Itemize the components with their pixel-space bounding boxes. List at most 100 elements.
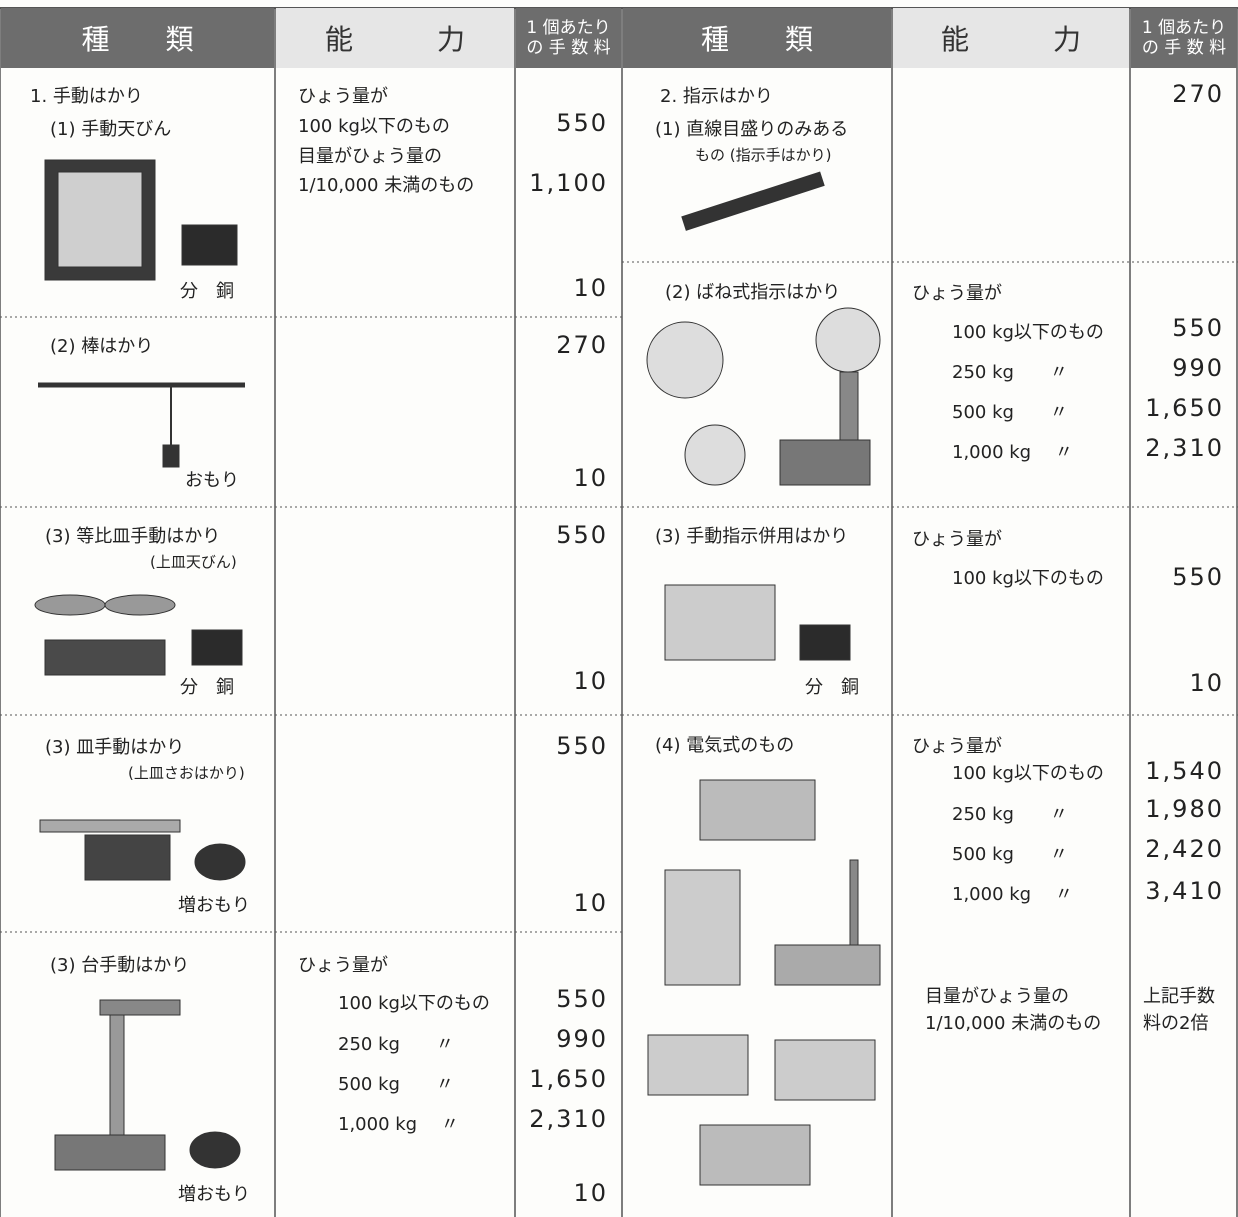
capacity-text: ひょう量が	[298, 86, 388, 107]
header-text: 1 個あたり	[1141, 18, 1227, 38]
digital-scale	[699, 779, 816, 841]
scale-name: (2) 棒はかり	[50, 336, 154, 357]
picture-label: 分 銅	[180, 677, 234, 698]
fee: 270	[556, 331, 608, 359]
capacity-text: 500 kg 〃	[952, 844, 1068, 865]
header-cell: 1 個あたりの 手 数 料	[516, 8, 621, 68]
platform-column	[109, 1014, 125, 1136]
digital-scale	[774, 1039, 876, 1101]
weight-box	[799, 624, 851, 661]
note-text: 1/10,000 未満のもの	[925, 1013, 1102, 1034]
platform	[779, 439, 871, 486]
fee: 10	[573, 274, 608, 302]
fee: 550	[556, 732, 608, 760]
platform	[774, 944, 881, 986]
fee: 1,100	[529, 169, 608, 197]
fee: 990	[1172, 354, 1224, 382]
fee: 1,980	[1145, 795, 1224, 823]
slot-weight	[189, 1131, 241, 1169]
column	[839, 371, 859, 443]
capacity-text: ひょう量が	[912, 529, 1002, 550]
fee: 550	[1172, 563, 1224, 591]
digital-scale	[699, 1124, 811, 1186]
beam	[39, 819, 181, 833]
column	[849, 859, 859, 951]
picture-label: 分 銅	[805, 677, 859, 698]
capacity-text: 500 kg 〃	[952, 402, 1068, 423]
picture-label: 分 銅	[180, 281, 234, 302]
scale-name: (3) 皿手動はかり	[45, 737, 185, 758]
scale-subname: (上皿天びん)	[150, 553, 237, 571]
note-fee: 料の2倍	[1143, 1013, 1209, 1034]
scale-name: (1) 手動天びん	[50, 119, 172, 140]
capacity-text: ひょう量が	[912, 283, 1002, 304]
note-text: 目量がひょう量の	[925, 986, 1069, 1007]
picture-label: おもり	[185, 470, 239, 491]
header-cell: 種 類	[623, 8, 891, 68]
scale-pictures	[34, 159, 881, 1186]
digital-scale	[647, 1034, 749, 1096]
picture-label: 増おもり	[178, 895, 250, 916]
capacity-text: 250 kg 〃	[952, 804, 1068, 825]
fee: 550	[556, 521, 608, 549]
fee: 990	[556, 1025, 608, 1053]
pan-right	[104, 594, 176, 616]
fee: 550	[556, 985, 608, 1013]
platform	[54, 1134, 166, 1171]
fee: 1,650	[1145, 394, 1224, 422]
capacity-text: 250 kg 〃	[338, 1034, 454, 1055]
capacity-text: 100 kg以下のもの	[298, 116, 450, 137]
beam-base	[84, 834, 171, 881]
dial	[646, 321, 724, 399]
header-cell: 能 力	[893, 8, 1129, 68]
capacity-text: 100 kg以下のもの	[338, 993, 490, 1014]
capacity-text: 100 kg以下のもの	[952, 568, 1104, 589]
fee: 2,310	[1145, 434, 1224, 462]
fee: 2,420	[1145, 835, 1224, 863]
fee: 10	[573, 667, 608, 695]
fee: 270	[1172, 80, 1224, 108]
capacity-text: 1,000 kg 〃	[952, 884, 1073, 905]
platform-beam	[99, 999, 181, 1016]
scale-name: (1) 直線目盛りのみある	[655, 119, 849, 140]
weight-box	[191, 629, 243, 666]
scale-name: (3) 等比皿手動はかり	[45, 526, 221, 547]
cabinet-glass	[57, 171, 143, 268]
fee: 10	[1189, 669, 1224, 697]
dial	[684, 424, 746, 486]
weight-box	[181, 224, 238, 266]
scale-name: (3) 手動指示併用はかり	[655, 526, 849, 547]
slot-weight	[194, 843, 246, 881]
capacity-text: ひょう量が	[298, 955, 388, 976]
header-cell: 1 個あたりの 手 数 料	[1131, 8, 1237, 68]
header-text: の 手 数 料	[526, 38, 611, 58]
header-cell: 種 類	[1, 8, 274, 68]
fee: 550	[556, 109, 608, 137]
capacity-text: 1,000 kg 〃	[338, 1114, 459, 1135]
dial	[815, 307, 881, 373]
fee: 2,310	[529, 1105, 608, 1133]
capacity-text: 100 kg以下のもの	[952, 322, 1104, 343]
balance-base	[44, 639, 166, 676]
scale-subname: もの (指示手はかり)	[695, 146, 832, 164]
steelyard-weight	[162, 444, 180, 468]
capacity-text: 250 kg 〃	[952, 362, 1068, 383]
fee: 10	[573, 464, 608, 492]
fee: 10	[573, 889, 608, 917]
fee: 550	[1172, 314, 1224, 342]
pan-left	[34, 594, 106, 616]
capacity-text: 1,000 kg 〃	[952, 442, 1073, 463]
picture-label: 増おもり	[178, 1184, 250, 1205]
capacity-text: ひょう量が	[912, 736, 1002, 757]
fee: 1,650	[529, 1065, 608, 1093]
header-text: 1 個あたり	[526, 18, 611, 38]
capacity-text: 目量がひょう量の	[298, 146, 442, 167]
note-fee: 上記手数	[1143, 986, 1215, 1007]
header-cell: 能 力	[276, 8, 514, 68]
scale-name: (2) ばね式指示はかり	[665, 282, 841, 303]
combined-scale	[664, 584, 776, 661]
